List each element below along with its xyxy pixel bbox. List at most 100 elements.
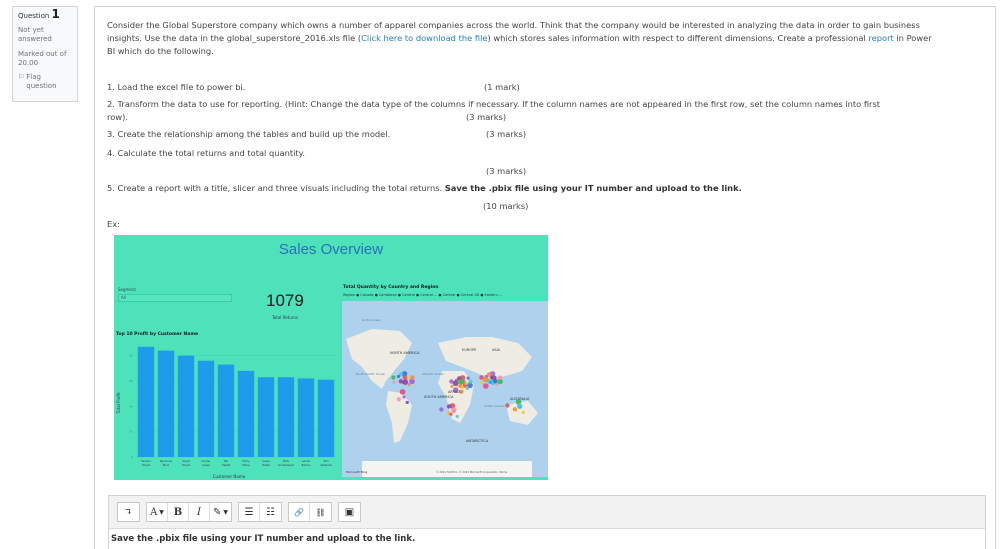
task-4-marks: (3 marks)	[486, 166, 527, 176]
map-bubble	[490, 375, 494, 380]
map-bubble	[392, 380, 396, 384]
y-tick-label: 2K	[129, 430, 134, 434]
bar	[217, 364, 235, 457]
download-link[interactable]: Click here to download the file	[361, 33, 488, 43]
map-bubble	[516, 403, 523, 409]
antarctica-shape	[362, 461, 532, 477]
map-bubble	[439, 407, 444, 412]
font-button[interactable]: A ▼	[147, 503, 168, 521]
map-bubble	[398, 372, 404, 377]
intro-line-3: BI which do the following.	[107, 46, 214, 56]
style-button[interactable]: ✎ ▼	[210, 503, 231, 521]
map-bubble	[455, 414, 459, 419]
map-bubble	[402, 375, 408, 380]
x-tick-label: Buch	[163, 463, 170, 467]
editor-content[interactable]: Save the .pbix file using your IT number…	[111, 534, 416, 544]
kpi-value: 1079	[266, 291, 304, 310]
x-tick-label: Susan	[262, 459, 270, 463]
map-label-arctic-ocean: Arctic Ocean	[362, 318, 381, 322]
font-icon: A	[150, 506, 158, 518]
unlink-button[interactable]: ⛓	[310, 503, 331, 521]
task-2: 2. Transform the data to use for reporti…	[107, 99, 881, 109]
map-bubble	[505, 403, 510, 408]
map-bubble	[450, 384, 454, 388]
map-bubble	[402, 395, 406, 399]
x-tick-label: Harry	[242, 459, 250, 463]
answer-editor[interactable]: ↴ A ▼ B I ✎ ▼ ☰ ☷ 🔗 ⛓ ▣ Save the .pbix fil…	[108, 495, 986, 549]
map-label-south-america: SOUTH AMERICA	[424, 395, 454, 399]
eurasia-shape	[438, 337, 532, 377]
map-bubble	[459, 389, 464, 394]
map-bubble	[391, 375, 396, 380]
question-content: Consider the Global Superstore company w…	[94, 6, 996, 549]
report-link[interactable]: report	[868, 33, 894, 43]
italic-icon: I	[197, 506, 201, 518]
bar	[297, 378, 315, 457]
flag-question-label[interactable]: Flag question	[26, 73, 57, 90]
x-tick-label: Ashbrook	[320, 463, 333, 467]
brush-icon: ✎	[213, 506, 222, 518]
task-4: 4. Calculate the total returns and total…	[107, 148, 306, 158]
question-state: Not yet answered	[18, 26, 52, 43]
x-tick-label: Mike	[283, 459, 289, 463]
bar	[137, 346, 155, 457]
map-bubble	[465, 386, 469, 391]
map-label-atlantic: Atlantic Ocean	[422, 372, 444, 376]
chevron-down-icon: ▼	[223, 508, 229, 516]
task-2-marks: (3 marks)	[466, 112, 507, 122]
bold-button[interactable]: B	[168, 503, 189, 521]
map-bubble	[515, 399, 522, 405]
x-tick-label: Tom	[323, 459, 329, 463]
map-bubble	[498, 375, 503, 380]
map-bubble	[405, 400, 409, 405]
map-bubble	[396, 374, 401, 379]
image-button[interactable]: ▣	[339, 503, 360, 521]
map-bubble	[486, 372, 492, 377]
question-info: Question 1 Not yet answered Marked out o…	[12, 6, 78, 102]
x-tick-label: Sanjit	[182, 459, 189, 463]
map-bubble	[495, 382, 499, 387]
italic-button[interactable]: I	[189, 503, 210, 521]
x-tick-label: Hunter	[202, 459, 212, 463]
profit-bar-chart: 02K4K6K8KTamaraChandRaymondBuchSanjitCha…	[116, 346, 336, 479]
paragraph-button[interactable]: ↴	[118, 503, 139, 521]
map-label-europe: EUROPE	[462, 348, 476, 352]
map-bubble	[482, 383, 489, 389]
map-bubble	[449, 379, 454, 384]
bar	[177, 355, 195, 457]
map-bubble	[479, 375, 484, 380]
x-tick-label: Barton	[302, 463, 311, 467]
map-bubble	[521, 410, 525, 415]
map-label-indian: Indian Ocean	[484, 404, 504, 408]
map-label-bing: Microsoft Bing	[346, 470, 367, 474]
map-bubble	[410, 375, 415, 380]
numbered-list-button[interactable]: ☷	[260, 503, 281, 521]
map-bubble	[482, 376, 489, 383]
flag-question-link[interactable]: ⚐ Flag question	[18, 73, 72, 91]
map-bubble	[464, 381, 468, 386]
map-bubble	[450, 407, 457, 413]
link-button[interactable]: 🔗	[289, 503, 311, 521]
x-tick-label: Adrian	[302, 459, 311, 463]
segment-slicer-label: Segment	[118, 287, 136, 292]
editor-toolbar: ↴ A ▼ B I ✎ ▼ ☰ ☷ 🔗 ⛓ ▣	[109, 496, 985, 529]
task-2-cont: row).	[107, 112, 128, 122]
map-bubble	[489, 371, 496, 377]
toolbar-group-paragraph: ↴	[117, 502, 140, 522]
map-bubble	[493, 378, 498, 384]
x-tick-label: Raymond	[160, 459, 173, 463]
map-label-north-pacific: North Pacific Ocean	[356, 372, 386, 376]
chevron-down-icon: ▼	[159, 508, 164, 516]
task-3-marks: (3 marks)	[486, 129, 527, 139]
bullet-list-button[interactable]: ☰	[239, 503, 261, 521]
map-bubble	[457, 378, 464, 385]
toolbar-group-links: 🔗 ⛓	[288, 502, 333, 522]
map-title: Total Quantity by Country and Region	[343, 285, 439, 290]
map-bubble	[452, 387, 459, 393]
map-label-antarctica: ANTARCTICA	[466, 439, 489, 443]
map-bubble	[466, 376, 470, 380]
bullet-list-icon: ☰	[244, 506, 254, 518]
south-america-shape	[386, 391, 412, 443]
unlink-icon: ⛓	[315, 507, 326, 517]
toolbar-group-media: ▣	[338, 502, 362, 522]
